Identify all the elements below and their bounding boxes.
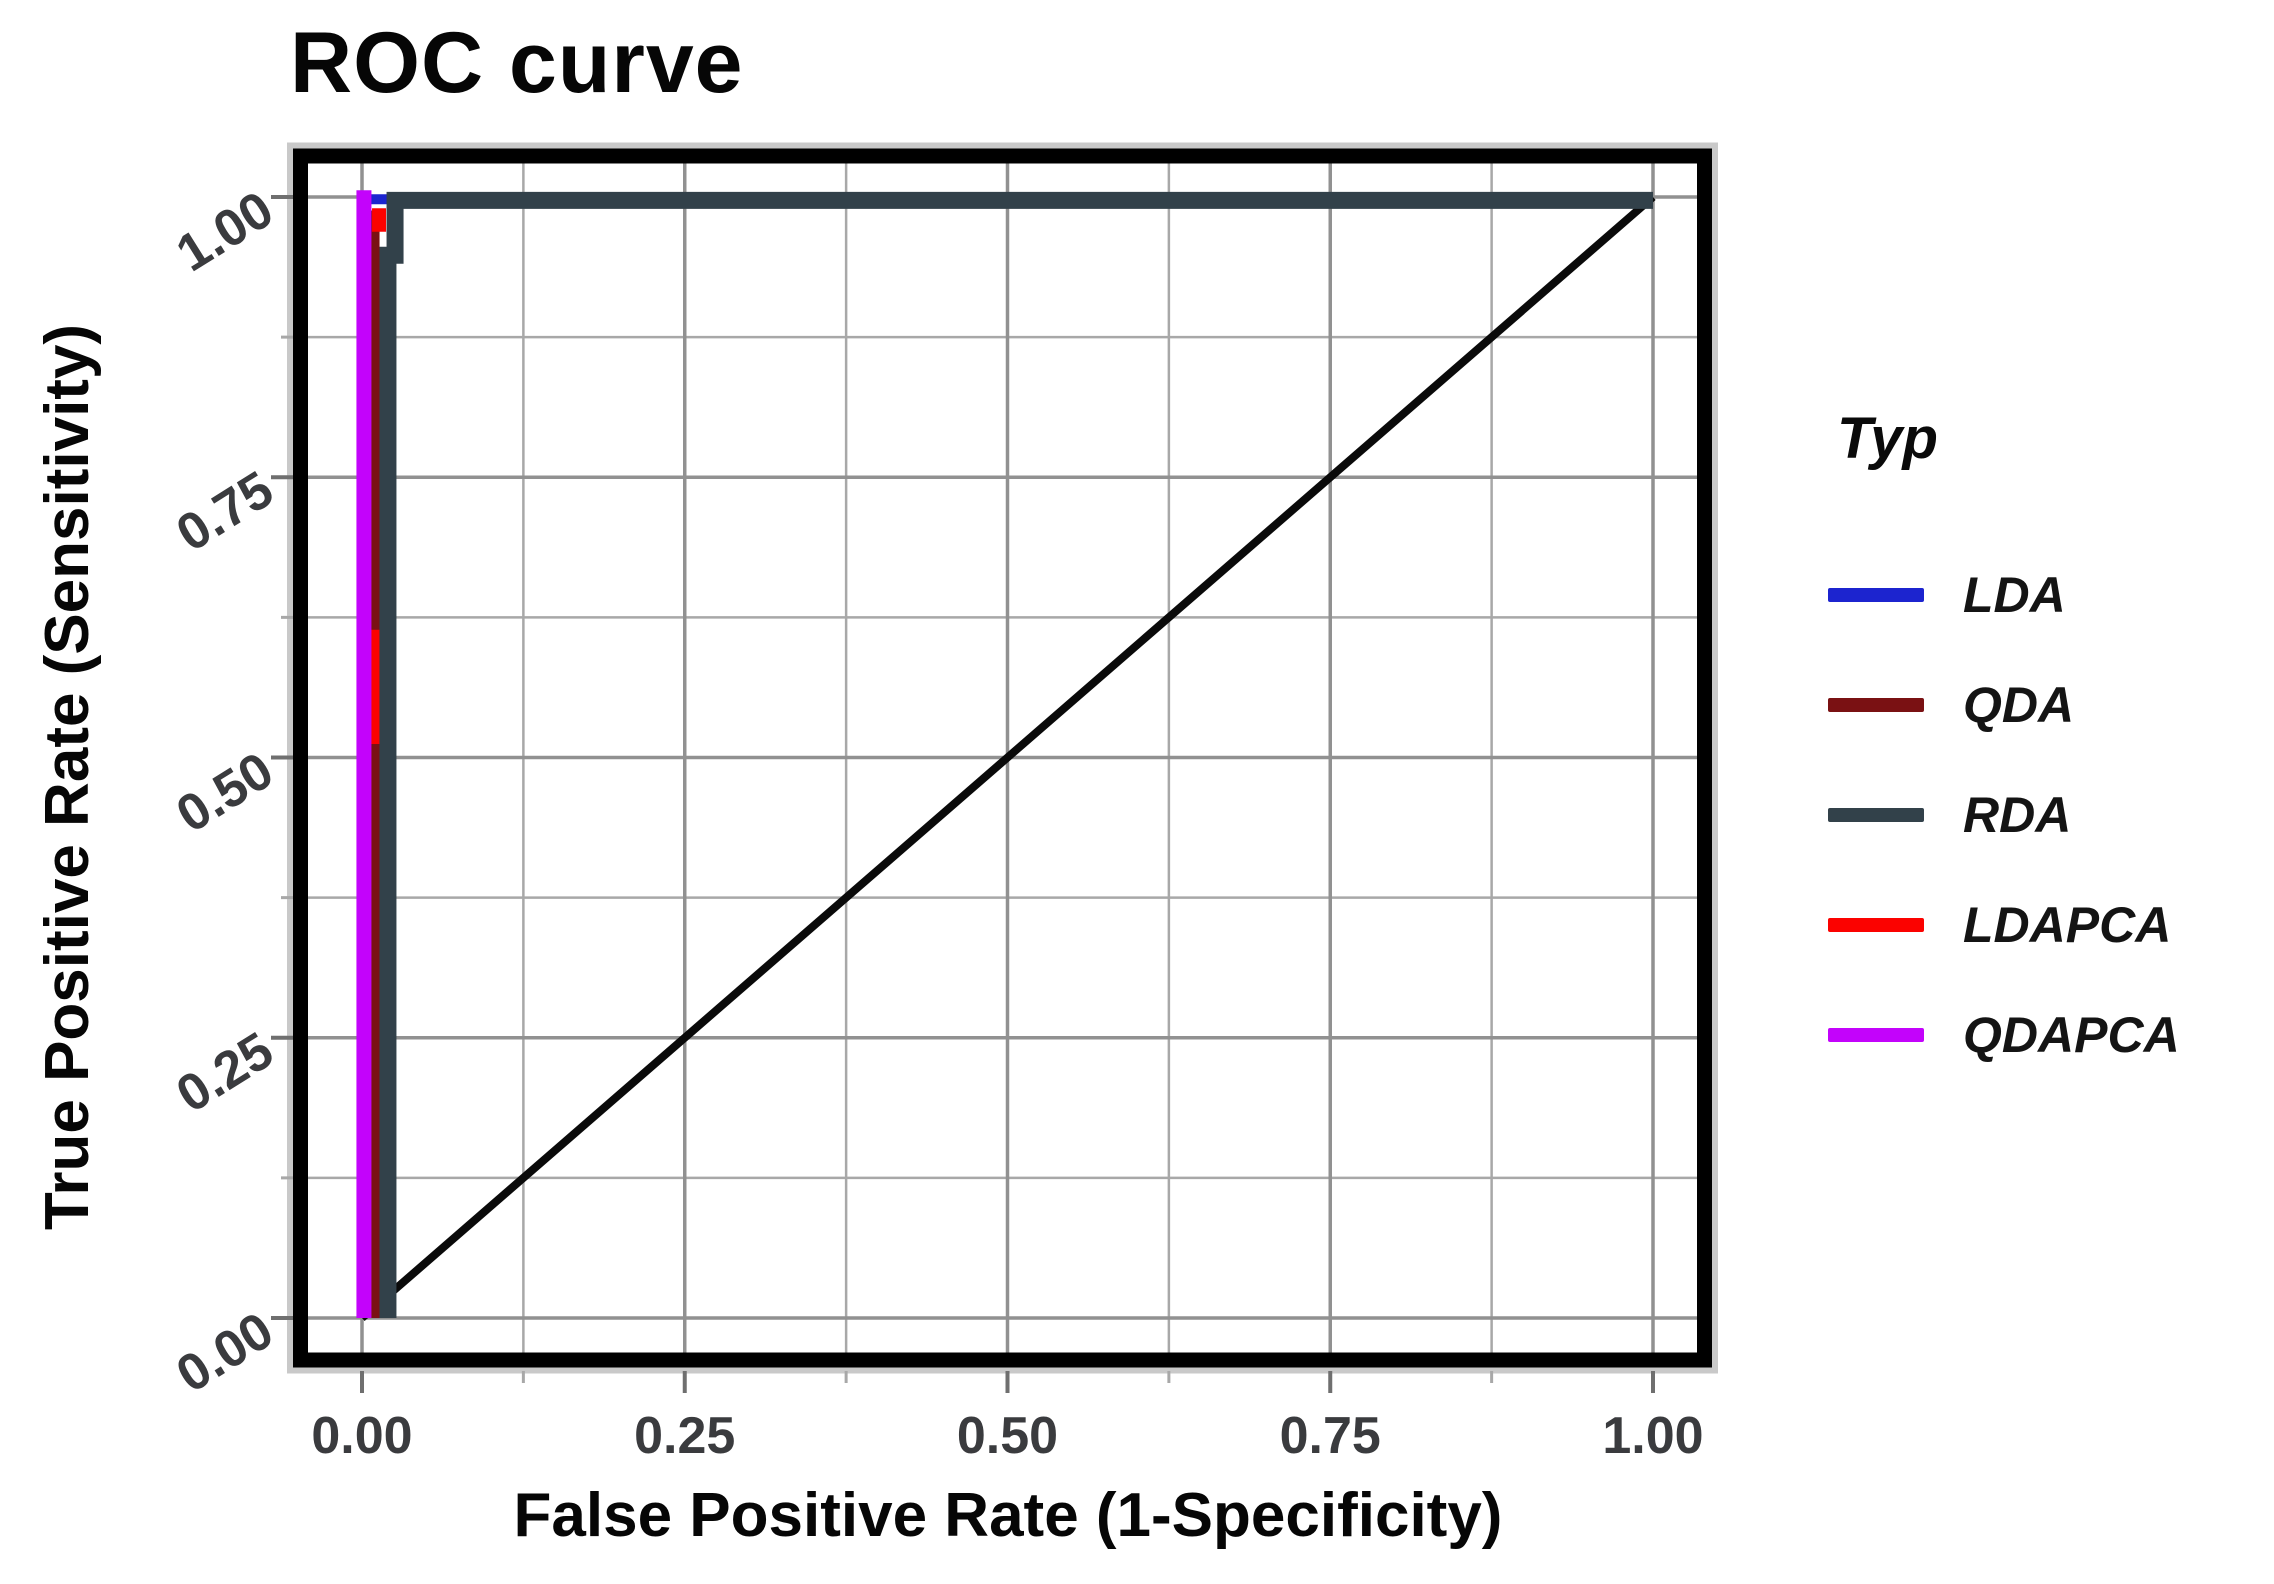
chart-title: ROC curve	[290, 15, 744, 111]
series-RDA	[379, 191, 1653, 1318]
legend-key-line-LDA	[1828, 588, 1924, 602]
legend-key-line-RDA	[1828, 808, 1924, 822]
legend-label: RDA	[1963, 787, 2072, 843]
legend-key-line-QDAPCA	[1828, 1028, 1924, 1042]
legend-label: QDA	[1963, 677, 2075, 733]
x-tick-label: 1.00	[1602, 1407, 1704, 1465]
legend-key-line-LDAPCA	[1828, 918, 1924, 932]
legend-label: LDA	[1963, 567, 2066, 623]
legend-label: LDAPCA	[1963, 897, 2172, 953]
chance-diagonal	[359, 193, 1656, 1322]
x-tick-label: 0.50	[956, 1407, 1059, 1465]
x-axis-title: False Positive Rate (1-Specificity)	[513, 1481, 1503, 1550]
panel-border	[293, 148, 1712, 1368]
x-tick-label: 0.00	[311, 1407, 413, 1465]
x-tick-label: 0.75	[1279, 1407, 1381, 1465]
y-axis-title: True Positive Rate (Sensitivity)	[33, 323, 102, 1231]
legend-key-line-QDA	[1828, 698, 1924, 712]
legend-title: Typ	[1837, 406, 1938, 471]
x-tick-label: 0.25	[634, 1407, 736, 1465]
legend-label: QDAPCA	[1963, 1007, 2180, 1063]
